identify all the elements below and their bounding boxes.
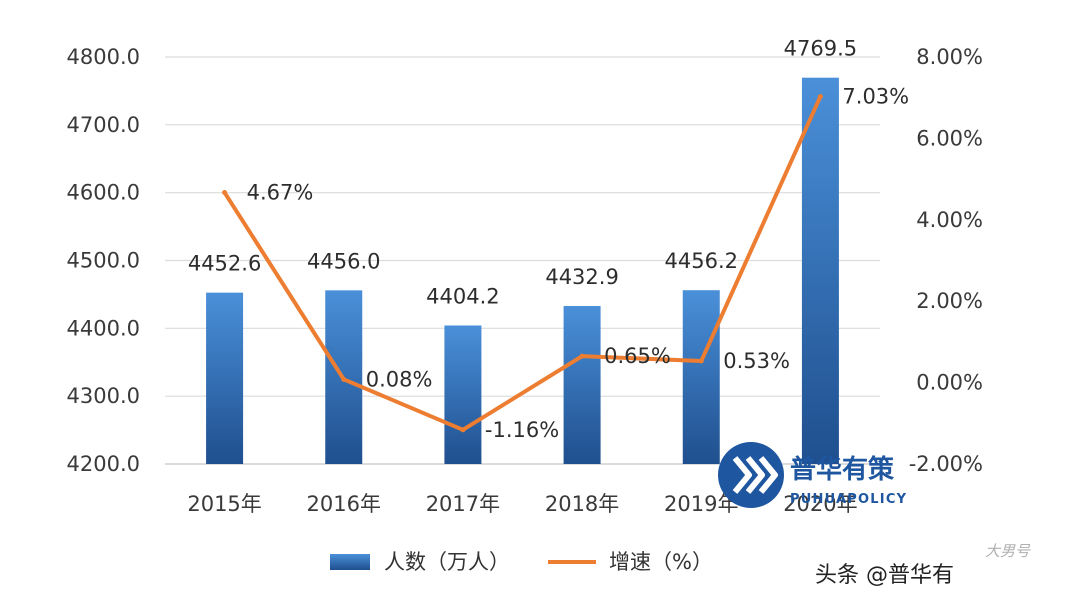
gridlines <box>165 56 880 465</box>
y-left-tick-label: 4500.0 <box>67 249 140 273</box>
x-tick-label: 2018年 <box>545 492 619 516</box>
data-labels: 4452.6 4456.0 4404.2 4432.9 4456.2 4769.5 4.67… <box>188 37 909 442</box>
line-data-label: -1.16% <box>485 418 559 442</box>
line-point <box>579 353 585 359</box>
x-tick-label: 2020年 <box>783 492 857 516</box>
x-tick-label: 2015年 <box>187 492 261 516</box>
line-series <box>222 93 823 433</box>
bar <box>801 77 839 465</box>
bar <box>444 325 482 464</box>
bar-data-label: 4456.2 <box>665 249 738 273</box>
watermark-logo: 普华有策 PUHUAPOLICY <box>718 442 907 508</box>
caption-text: 头条 @普华有 <box>815 563 954 588</box>
line-data-label: 4.67% <box>247 181 314 205</box>
line-data-label: 0.65% <box>604 344 671 368</box>
bar <box>682 290 720 464</box>
axis-labels: 4200.0 4300.0 4400.0 4500.0 4600.0 4700.0 4800… <box>67 45 983 516</box>
bar-data-label: 4452.6 <box>188 252 261 276</box>
y-right-tick-label: -2.00% <box>909 452 983 476</box>
line-point <box>222 190 228 196</box>
line-point <box>698 358 704 364</box>
line-point <box>341 376 347 382</box>
legend: 人数（万人） 增速（%） <box>330 550 713 574</box>
legend-bar-swatch <box>330 554 370 570</box>
bar-data-label: 4432.9 <box>545 265 618 289</box>
y-left-tick-label: 4700.0 <box>67 113 140 137</box>
y-right-tick-label: 2.00% <box>916 289 983 313</box>
y-right-tick-label: 4.00% <box>916 208 983 232</box>
y-left-tick-label: 4400.0 <box>67 316 140 340</box>
bar-data-label: 4404.2 <box>426 284 499 308</box>
y-left-tick-label: 4300.0 <box>67 384 140 408</box>
line-data-label: 0.08% <box>366 367 433 391</box>
line-point <box>460 427 466 433</box>
bar <box>563 306 601 464</box>
bar <box>206 292 244 464</box>
legend-line-label: 增速（%） <box>609 550 713 574</box>
line-data-label: 7.03% <box>842 84 909 108</box>
y-right-tick-label: 8.00% <box>916 45 983 69</box>
y-right-tick-label: 0.00% <box>916 371 983 395</box>
watermark-title: 普华有策 <box>790 454 894 485</box>
line-point <box>817 93 823 99</box>
x-tick-label: 2016年 <box>307 492 381 516</box>
bar-data-label: 4456.0 <box>307 249 380 273</box>
stamp-text: 大男号 <box>985 542 1031 560</box>
bar-series <box>206 77 839 465</box>
y-left-tick-label: 4800.0 <box>67 45 140 69</box>
growth-line <box>222 94 823 432</box>
logo-icon <box>718 442 784 508</box>
y-right-tick-label: 6.00% <box>916 126 983 150</box>
watermark-subtitle: PUHUAPOLICY <box>790 492 907 507</box>
y-left-tick-label: 4200.0 <box>67 452 140 476</box>
y-left-tick-label: 4600.0 <box>67 181 140 205</box>
line-data-label: 0.53% <box>723 349 790 373</box>
bar-data-label: 4769.5 <box>784 37 857 61</box>
legend-bar-label: 人数（万人） <box>384 550 510 574</box>
x-tick-label: 2017年 <box>426 492 500 516</box>
